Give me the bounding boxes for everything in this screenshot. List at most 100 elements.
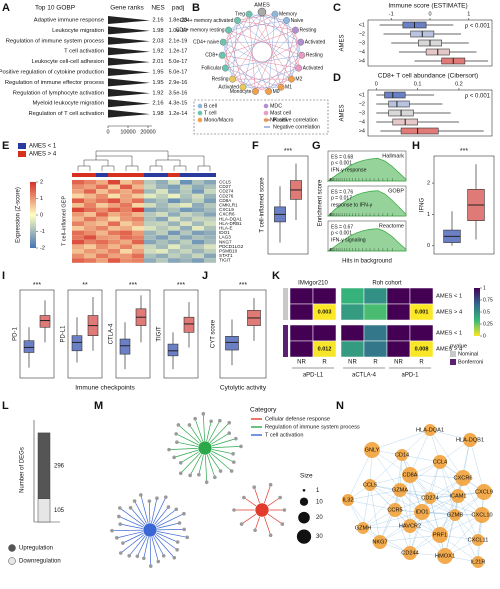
gene-label: HLA-DQA1 [219,216,242,221]
legend-swatch [450,351,456,357]
panel-letter: E [2,140,9,152]
plot-frame [219,289,267,379]
col-group-label: aPD-L1 [303,373,324,379]
gene-rank [108,16,150,24]
heat-cell [120,244,132,249]
nes: 1.95 [152,80,163,86]
gene-rank [108,47,150,56]
network-node [161,553,166,558]
network-node [172,455,176,460]
legend-label: Downregulation [19,559,61,565]
term: Myeloid leukocyte migration [32,101,104,107]
heat-cell [108,203,120,208]
term: T cell activation [64,49,104,55]
term: Regulation of lymphocyte activation [13,90,104,96]
network-node [187,423,192,427]
gene-node [414,504,430,520]
heat-cell [180,249,192,254]
term: Regulation of immune system process [6,38,104,44]
heat-cell [132,226,144,231]
heat-cell [204,249,216,254]
heat-cell [180,244,192,249]
network-node [239,522,244,526]
row-title: T cell–inflamed GEP [61,196,67,246]
heat-cell [96,207,108,213]
dendrogram [197,165,211,171]
ppi-edge [469,439,485,493]
x-tick-label: 0 [428,11,431,17]
network-node [239,444,243,449]
heat-cell [132,184,144,190]
gene-label: HAVCR2 [399,523,421,529]
heat-cell [144,258,156,263]
panel-letter: F [252,140,259,152]
box [167,343,179,357]
heat-cell [192,221,204,226]
pvalue-band [283,341,288,357]
annotation: ρ < 0.001 [465,94,491,100]
heat-cell [192,244,204,249]
network-node [166,505,171,509]
dendrogram [173,165,187,171]
network-node [117,514,121,519]
correlation-edge [228,11,263,31]
gene-node [455,470,471,486]
ppi-edge [444,495,459,557]
panel-letter: H [412,140,420,152]
heat-cell [132,198,144,203]
ppi-edge [369,484,423,513]
size-swatch [296,529,312,544]
panel-letter: D [333,72,341,84]
heat-cell [96,239,108,245]
gene-label: CD274 [421,495,438,501]
heat-cell [132,193,144,199]
scale-title: Expression (Z-score) [16,187,22,243]
group-bar [108,173,120,177]
col-label: NR [394,360,403,366]
ppi-edge [362,525,411,529]
node-label: CD4+ memory resting [176,27,225,33]
network-node [229,469,234,473]
correlation-edge [237,13,276,21]
ppi-edge [347,499,396,511]
ppi-edge [369,484,381,543]
heat-cell [180,184,192,190]
heat-cell [144,207,156,213]
legend-label: 1 [316,488,320,494]
heat-cell [72,249,84,254]
significance: *** [33,282,41,289]
node [225,26,232,34]
heat-cell [108,258,120,263]
heat-cell [204,198,216,203]
node [271,10,279,18]
ppi-edge [347,489,401,501]
correlation-edge [237,20,296,31]
gene-label: GZMB [447,512,463,518]
legend-label: Cellular defense response [265,416,330,422]
gene-node [472,556,484,568]
heat-cell [108,249,120,254]
network-node [177,521,182,525]
gene-label: CXCR6 [454,475,473,481]
significance: *** [460,148,468,155]
correlation-edge [222,42,233,80]
scale-tick-label: 0 [483,333,486,339]
heat-cell [108,207,120,213]
node-label: CD4+ naive [193,40,219,46]
network-node [135,554,140,559]
correlation-edge [248,13,301,43]
y-axis-label: CYT score [211,319,217,348]
category-label: ~2 [359,101,365,107]
network-node [178,460,183,465]
correlation-edge [261,11,282,88]
ppi-edge [371,429,431,451]
hub-node [142,522,158,538]
heat-cell [192,235,204,240]
heat-cell [84,184,96,190]
heat-cell [156,216,168,222]
legend-label: 30 [316,534,323,540]
heat-cell [192,203,204,208]
gene-label: CCL5 [363,482,377,488]
plot-frame [19,289,55,379]
dendrogram [155,155,205,166]
